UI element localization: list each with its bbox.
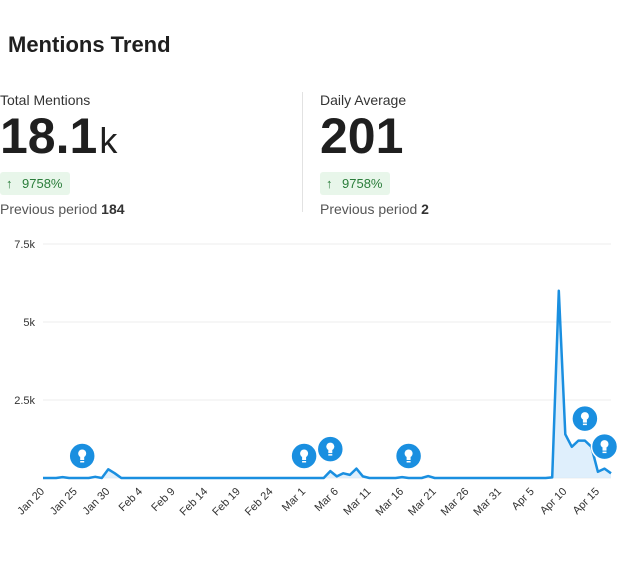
y-tick-label: 2.5k <box>14 395 35 407</box>
stat-unit: k <box>99 120 118 161</box>
previous-period-label: Previous period <box>0 201 98 217</box>
page-title: Mentions Trend <box>8 32 171 57</box>
stat-label: Total Mentions <box>0 92 91 108</box>
previous-period-value: 184 <box>101 201 125 217</box>
x-tick-label: Apr 10 <box>538 486 569 517</box>
lightbulb-icon[interactable] <box>394 442 423 470</box>
previous-period: Previous period 2 <box>320 201 429 217</box>
x-tick-label: Jan 30 <box>81 486 113 518</box>
series-area <box>43 290 611 478</box>
x-tick-label: Feb 9 <box>149 486 177 514</box>
x-tick-label: Feb 4 <box>117 486 145 514</box>
change-badge: ↑ 9758% <box>0 172 71 195</box>
x-tick-label: Apr 5 <box>510 486 537 513</box>
change-value: 9758% <box>342 176 383 191</box>
stat-total-mentions: Total Mentions 18.1k ↑ 9758% Previous per… <box>0 92 125 217</box>
x-tick-label: Mar 11 <box>341 486 373 518</box>
stat-label: Daily Average <box>320 92 407 108</box>
stat-value: 18.1k <box>0 110 125 167</box>
series-line <box>43 289 612 480</box>
stat-divider <box>302 92 303 212</box>
x-tick-label: Feb 19 <box>210 486 243 519</box>
lightbulb-icon[interactable] <box>590 432 619 461</box>
stat-value: 201 <box>320 110 429 167</box>
lightbulb-icon[interactable] <box>316 435 345 463</box>
lightbulb-icon[interactable] <box>68 442 96 470</box>
stat-number: 201 <box>320 108 404 164</box>
x-tick-label: Mar 16 <box>373 486 406 519</box>
x-tick-label: Mar 1 <box>280 486 308 514</box>
stat-number: 18.1 <box>0 108 98 164</box>
x-tick-label: Feb 14 <box>178 486 211 519</box>
change-badge: ↑ 9758% <box>320 172 391 195</box>
x-tick-label: Apr 15 <box>571 486 602 517</box>
x-tick-label: Mar 6 <box>313 486 341 514</box>
previous-period: Previous period 184 <box>0 201 125 217</box>
change-value: 9758% <box>22 176 63 191</box>
y-tick-label: 5k <box>23 317 35 329</box>
arrow-up-icon: ↑ <box>6 176 13 191</box>
y-tick-label: 7.5k <box>14 239 35 251</box>
arrow-up-icon: ↑ <box>326 176 333 191</box>
x-tick-label: Jan 25 <box>48 486 80 518</box>
x-tick-label: Feb 24 <box>243 486 276 519</box>
lightbulb-icon[interactable] <box>571 404 599 433</box>
x-tick-label: Mar 21 <box>406 486 439 519</box>
lightbulb-icon[interactable] <box>290 442 318 470</box>
x-tick-label: Jan 20 <box>15 486 47 518</box>
x-tick-label: Mar 26 <box>439 486 472 519</box>
stat-daily-average: Daily Average 201 ↑ 9758% Previous period… <box>320 92 429 217</box>
previous-period-label: Previous period <box>320 201 418 217</box>
previous-period-value: 2 <box>421 201 429 217</box>
x-tick-label: Mar 31 <box>471 486 504 519</box>
